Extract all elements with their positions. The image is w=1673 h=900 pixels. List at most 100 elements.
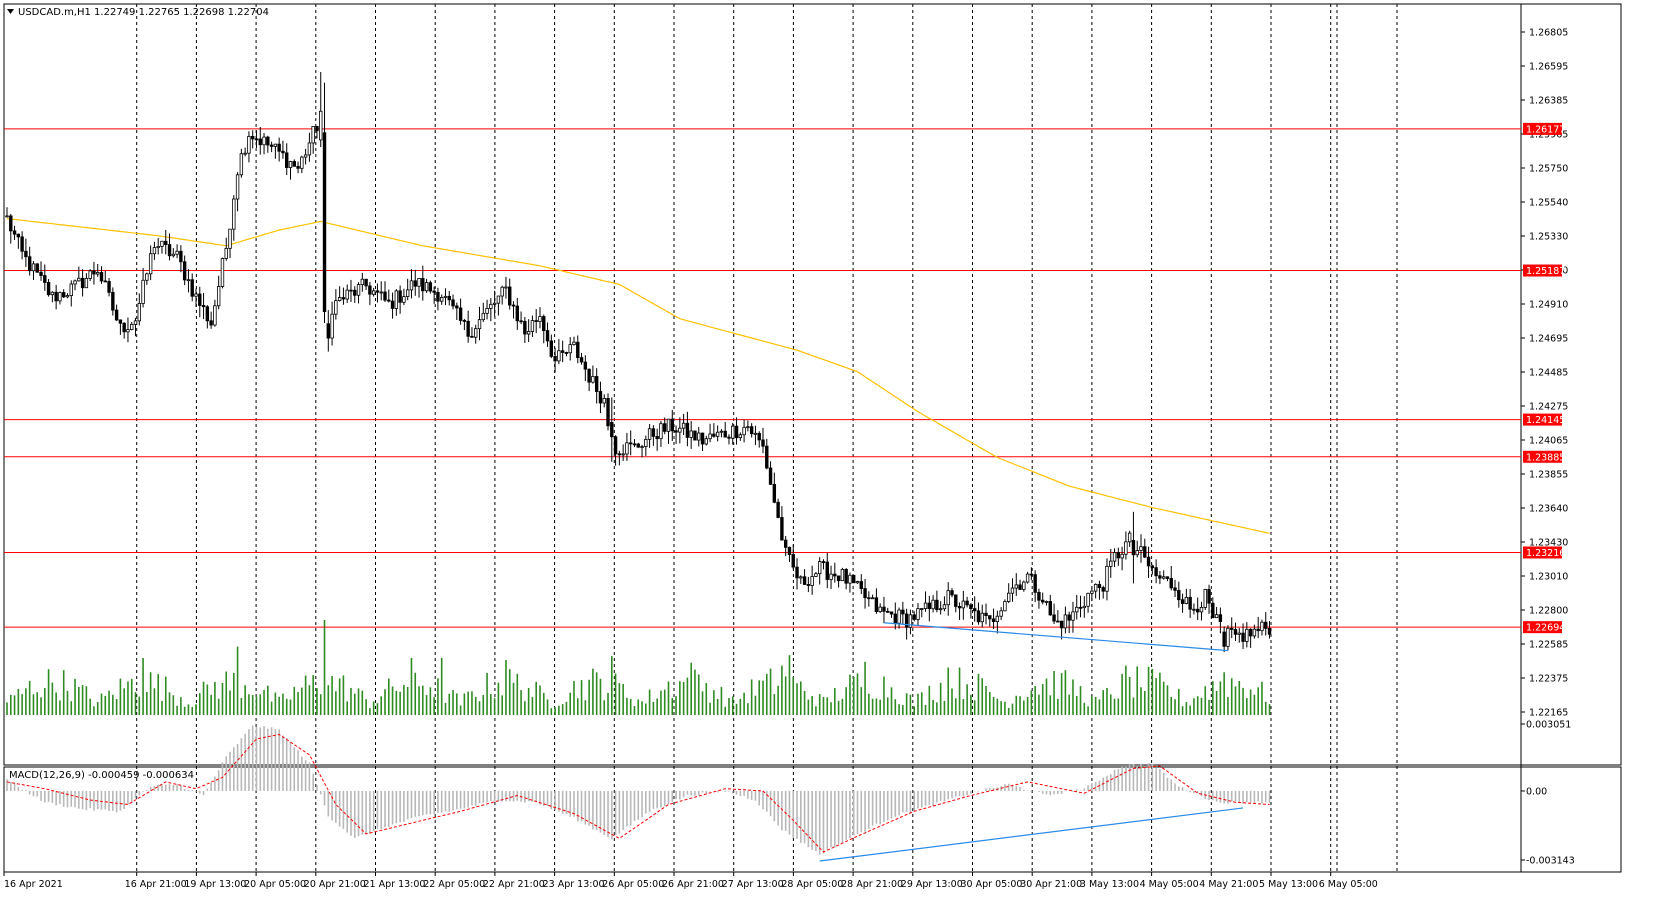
price-tick-label: 1.24910 xyxy=(1529,300,1568,311)
time-tick-label: 28 Apr 21:00 xyxy=(841,879,903,890)
time-tick-label: 26 Apr 05:00 xyxy=(602,879,664,890)
candle-down xyxy=(349,289,353,292)
candle-down xyxy=(9,215,13,232)
trend-lines[interactable] xyxy=(883,622,1228,652)
candle-down xyxy=(802,576,807,585)
candle-up xyxy=(148,253,153,275)
candle-down xyxy=(35,263,39,273)
candle-up xyxy=(504,286,508,289)
dropdown-triangle-icon[interactable] xyxy=(7,9,14,14)
candle-up xyxy=(659,423,663,440)
candle-down xyxy=(353,289,357,296)
macd-tick-label: -0.003143 xyxy=(1526,856,1575,867)
candle-up xyxy=(1044,601,1049,603)
candle-up xyxy=(171,253,176,257)
candle-down xyxy=(470,335,474,338)
candle-up xyxy=(1014,584,1018,589)
candle-up xyxy=(572,341,576,346)
candle-down xyxy=(1029,573,1034,576)
candle-down xyxy=(1218,614,1223,622)
vertical-grid xyxy=(136,4,1398,872)
candle-up xyxy=(232,198,236,230)
candle-down xyxy=(462,320,467,322)
time-tick-label: 20 Apr 05:00 xyxy=(244,879,306,890)
candle-down xyxy=(867,597,871,600)
candle-up xyxy=(855,581,860,584)
moving-average xyxy=(6,218,1270,534)
candle-up xyxy=(1237,632,1241,635)
price-tick-label: 1.25965 xyxy=(1529,130,1568,141)
candle-down xyxy=(285,152,289,168)
candle-down xyxy=(795,566,799,579)
candle-up xyxy=(394,290,399,309)
candle-up xyxy=(1112,552,1117,562)
candle-down xyxy=(99,272,104,282)
candle-down xyxy=(893,613,897,624)
candle-down xyxy=(114,309,119,321)
horizontal-levels[interactable]: 1.26177 1.25187 1.24145 1.23885 1.23216 1.226… xyxy=(4,122,1565,634)
price-tick-label: 1.23010 xyxy=(1529,572,1568,583)
time-tick-label: 19 Apr 13:00 xyxy=(184,879,246,890)
candle-down xyxy=(889,611,894,615)
candle-down xyxy=(749,426,754,435)
price-tick-label: 1.25330 xyxy=(1529,232,1568,243)
time-tick-label: 22 Apr 21:00 xyxy=(483,879,545,890)
level-price-label: 1.22694 xyxy=(1526,623,1565,634)
candle-down xyxy=(882,606,886,612)
candle-down xyxy=(700,432,705,445)
candle-down xyxy=(24,250,28,258)
candle-down xyxy=(421,278,425,292)
candle-up xyxy=(1135,550,1139,556)
candle-up xyxy=(141,279,145,304)
candle-down xyxy=(1059,620,1064,629)
price-tick-label: 1.26805 xyxy=(1529,28,1568,39)
candle-up xyxy=(126,329,130,333)
price-tick-label: 1.23855 xyxy=(1529,470,1568,481)
price-trend-line[interactable] xyxy=(883,622,1228,652)
candle-down xyxy=(1188,596,1192,610)
candle-up xyxy=(1082,605,1086,609)
candle-up xyxy=(1105,565,1109,592)
candle-up xyxy=(492,302,497,305)
macd-signal-line xyxy=(6,733,1270,853)
candle-down xyxy=(988,615,992,620)
candle-up xyxy=(920,608,924,610)
candle-down xyxy=(1267,627,1272,635)
candle-down xyxy=(610,422,614,438)
candle-down xyxy=(1241,632,1245,642)
candle-down xyxy=(315,125,319,132)
candle-down xyxy=(787,546,792,555)
candle-up xyxy=(1127,532,1132,543)
candle-down xyxy=(1041,599,1045,603)
candle-down xyxy=(598,391,603,404)
candle-up xyxy=(31,263,36,272)
candle-down xyxy=(553,355,557,362)
candle-up xyxy=(1093,583,1098,592)
candle-down xyxy=(201,305,206,308)
candle-up xyxy=(1063,614,1068,629)
candle-down xyxy=(122,322,126,333)
candle-down xyxy=(549,340,554,357)
macd-panel[interactable] xyxy=(3,766,1622,873)
macd-trend-line[interactable] xyxy=(819,807,1244,862)
candle-up xyxy=(908,614,913,628)
candle-up xyxy=(1090,590,1094,594)
price-tick-label: 1.26595 xyxy=(1529,62,1568,73)
price-tick-label: 1.24695 xyxy=(1529,334,1568,345)
time-tick-label: 4 May 21:00 xyxy=(1199,879,1258,890)
candle-up xyxy=(58,292,62,302)
candle-down xyxy=(757,432,761,441)
time-tick-label: 23 Apr 13:00 xyxy=(543,879,605,890)
candle-up xyxy=(160,240,164,247)
candle-down xyxy=(1146,556,1151,567)
candle-up xyxy=(137,303,141,322)
candle-down xyxy=(765,445,769,469)
candle-up xyxy=(485,307,489,314)
candle-up xyxy=(500,286,504,297)
price-panel[interactable] xyxy=(3,3,1622,766)
candle-up xyxy=(235,174,240,200)
candle-down xyxy=(413,280,417,287)
candle-down xyxy=(776,501,780,518)
